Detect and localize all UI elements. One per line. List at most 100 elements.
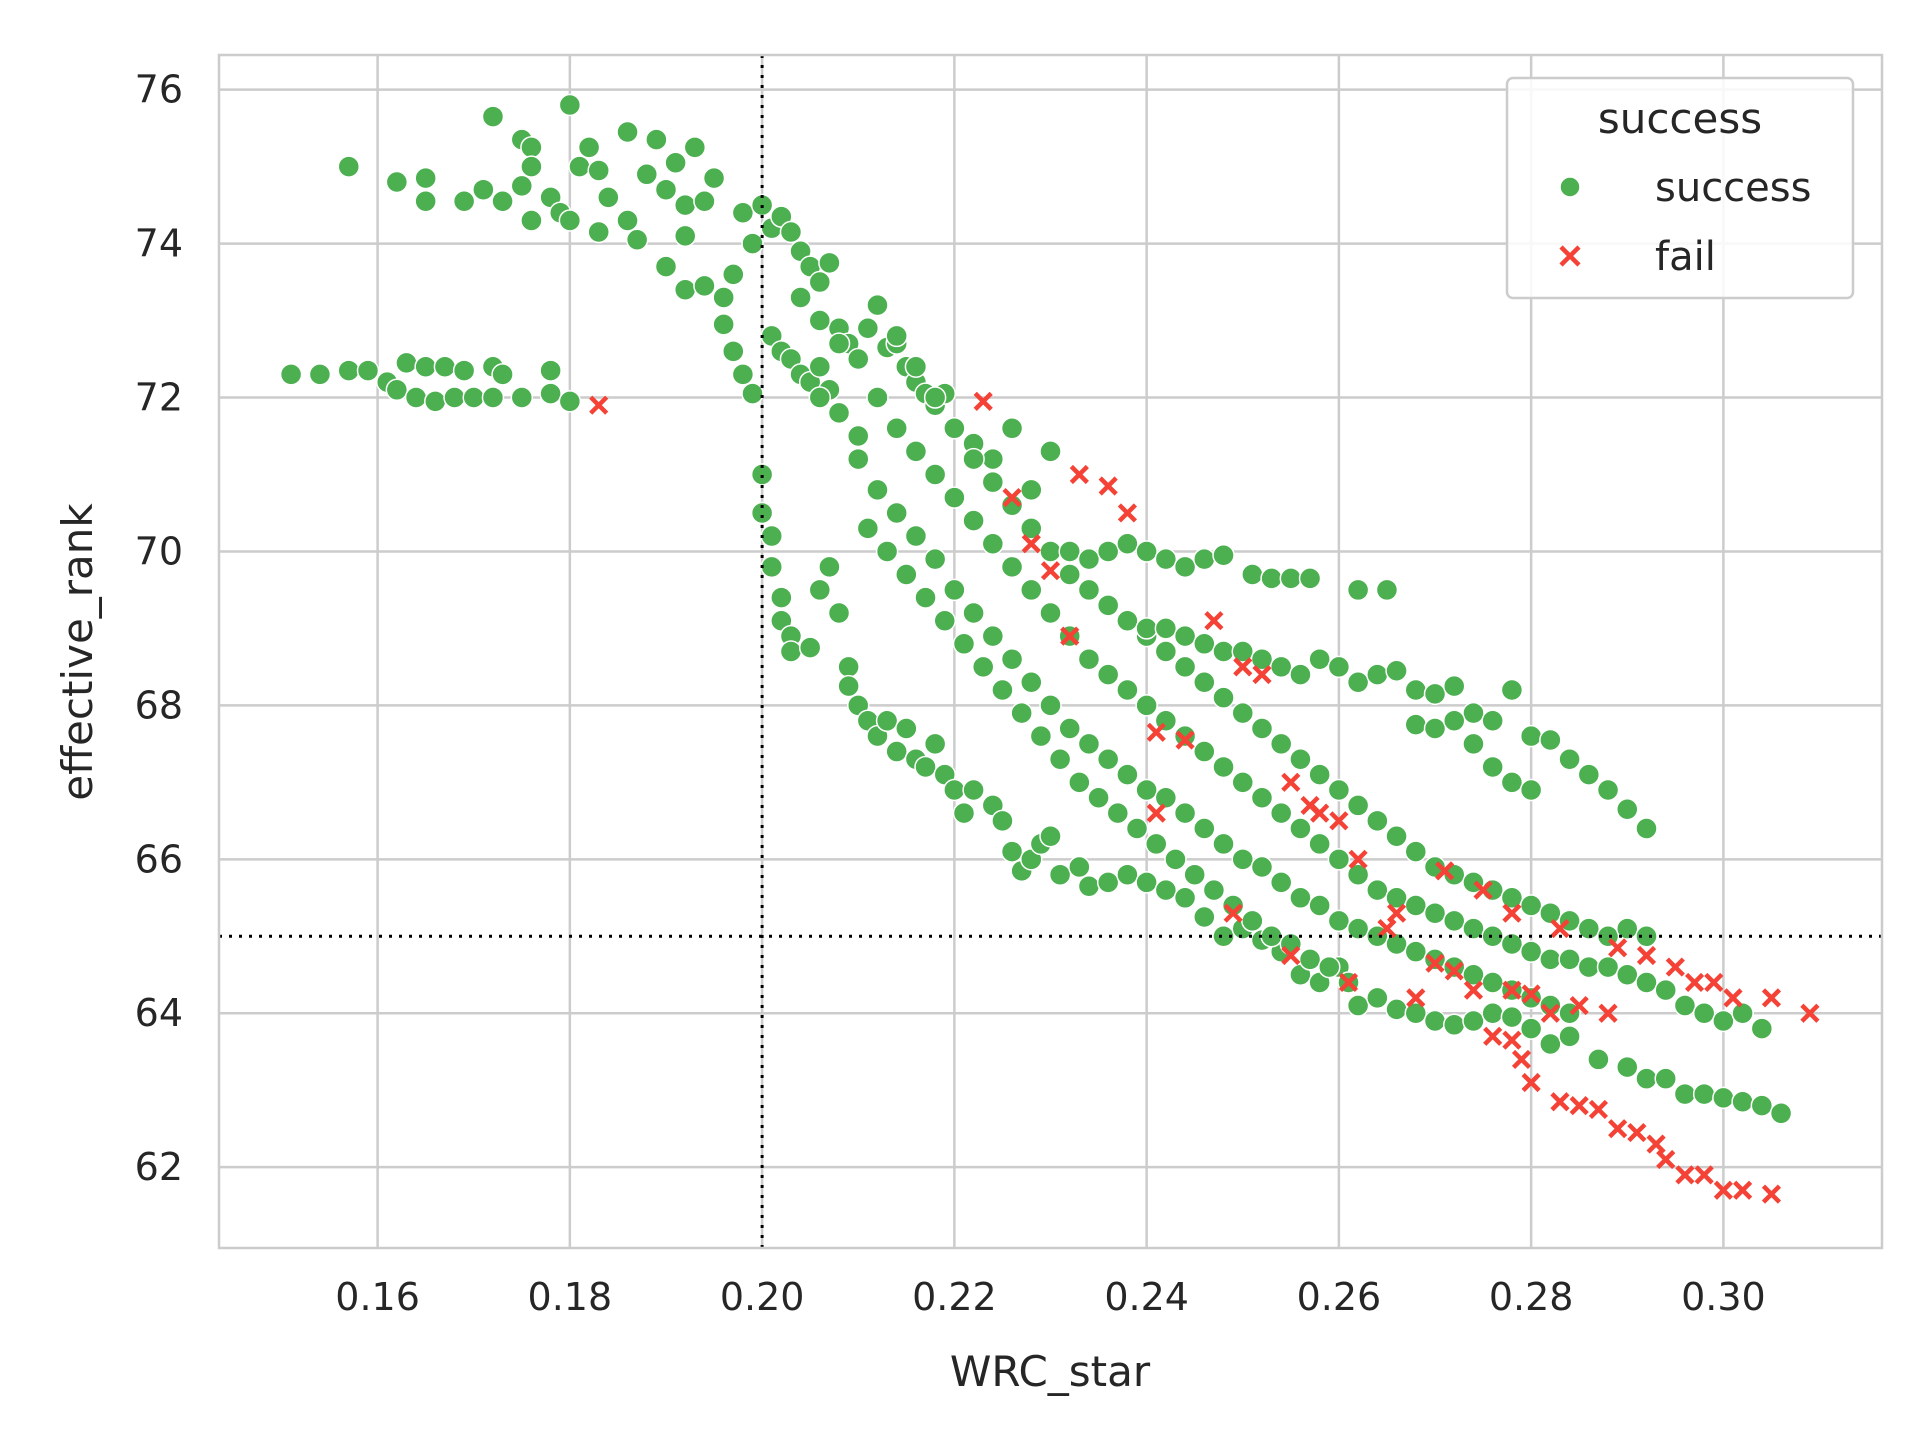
success-point: [1173, 886, 1197, 910]
success-point: [568, 155, 591, 178]
success-point: [491, 189, 514, 213]
success-point: [923, 463, 947, 486]
success-point: [1462, 701, 1485, 725]
success-point: [472, 178, 495, 201]
success-point: [1318, 955, 1341, 979]
fail-point: [1223, 903, 1243, 923]
success-point: [1039, 824, 1062, 848]
success-point: [1462, 963, 1485, 987]
success-point: [1654, 1067, 1677, 1090]
success-point: [837, 674, 860, 698]
y-tick-label: 64: [135, 991, 183, 1035]
success-point: [1183, 863, 1206, 886]
success-point: [962, 447, 985, 471]
success-point: [1385, 659, 1408, 682]
success-point: [779, 220, 803, 244]
success-point: [866, 386, 889, 409]
fail-point: [1117, 503, 1137, 523]
fail-point: [1021, 534, 1041, 554]
legend-fail-marker: [1559, 245, 1581, 267]
x-tick-label: 0.30: [1681, 1275, 1766, 1319]
success-point: [1193, 905, 1216, 929]
fail-point: [1511, 1049, 1532, 1070]
legend: success success fail: [1505, 76, 1855, 300]
success-point: [856, 517, 880, 540]
success-point: [1020, 517, 1043, 540]
success-point: [1481, 1001, 1504, 1025]
success-point: [1327, 848, 1351, 871]
success-point: [1269, 732, 1293, 756]
success-point: [1500, 678, 1524, 702]
success-point: [1654, 978, 1677, 1002]
success-point: [1635, 1067, 1658, 1090]
success-point: [1616, 798, 1639, 821]
success-point: [1366, 986, 1389, 1010]
success-point: [1029, 724, 1053, 748]
fail-point: [1473, 880, 1493, 900]
success-point: [1442, 909, 1466, 933]
legend-fail-label: fail: [1655, 234, 1716, 280]
success-point: [558, 209, 582, 232]
fail-point: [1723, 988, 1743, 1008]
success-point: [1231, 771, 1255, 794]
success-point: [1250, 786, 1274, 809]
success-point: [808, 270, 832, 294]
success-point: [1212, 686, 1235, 709]
success-point: [914, 586, 937, 609]
success-point: [1366, 663, 1389, 686]
success-point: [1327, 655, 1351, 679]
success-point: [1116, 863, 1139, 886]
fail-point: [1761, 988, 1782, 1008]
success-point: [1250, 647, 1274, 671]
success-point: [1077, 578, 1101, 602]
success-point: [1231, 848, 1255, 871]
success-point: [1442, 1013, 1466, 1037]
success-point: [1173, 724, 1197, 748]
y-tick-label: 62: [135, 1145, 183, 1189]
fail-point: [1800, 1003, 1820, 1023]
x-tick-label: 0.20: [720, 1275, 805, 1319]
success-point: [1462, 732, 1485, 756]
success-point: [616, 120, 639, 144]
success-point: [1000, 647, 1024, 671]
success-point: [462, 386, 485, 409]
success-point: [1539, 1032, 1562, 1056]
success-point: [943, 578, 966, 602]
fail-point: [1502, 1030, 1522, 1050]
success-point: [1635, 817, 1658, 840]
success-point: [616, 209, 639, 232]
success-point: [520, 155, 543, 178]
success-point: [1048, 748, 1072, 771]
success-point: [1173, 624, 1197, 648]
fail-point: [1646, 1134, 1666, 1154]
success-point: [1096, 871, 1120, 894]
success-point: [481, 386, 505, 409]
fail-point: [1598, 1003, 1618, 1023]
y-axis-label: effective_rank: [53, 503, 102, 801]
success-point: [1135, 617, 1158, 640]
reference-lines: [219, 55, 1882, 1248]
success-point: [856, 316, 880, 340]
success-point: [1193, 817, 1216, 840]
success-point: [308, 363, 332, 386]
success-point: [1519, 724, 1543, 748]
success-point: [731, 363, 755, 386]
success-point: [943, 486, 966, 509]
success-point: [808, 386, 832, 409]
success-point: [808, 309, 832, 332]
success-point: [789, 286, 812, 309]
success-point: [1519, 894, 1543, 917]
success-point: [1462, 1009, 1485, 1033]
fail-point: [1569, 1096, 1589, 1116]
success-point: [1500, 1005, 1524, 1029]
success-point: [914, 755, 937, 779]
success-point: [923, 386, 947, 409]
fail-point: [1665, 957, 1685, 977]
success-point: [1289, 886, 1312, 910]
fail-point: [1146, 803, 1166, 823]
success-point: [1519, 986, 1543, 1010]
success-point: [712, 313, 735, 336]
success-point: [981, 532, 1005, 555]
success-point: [1010, 701, 1033, 725]
